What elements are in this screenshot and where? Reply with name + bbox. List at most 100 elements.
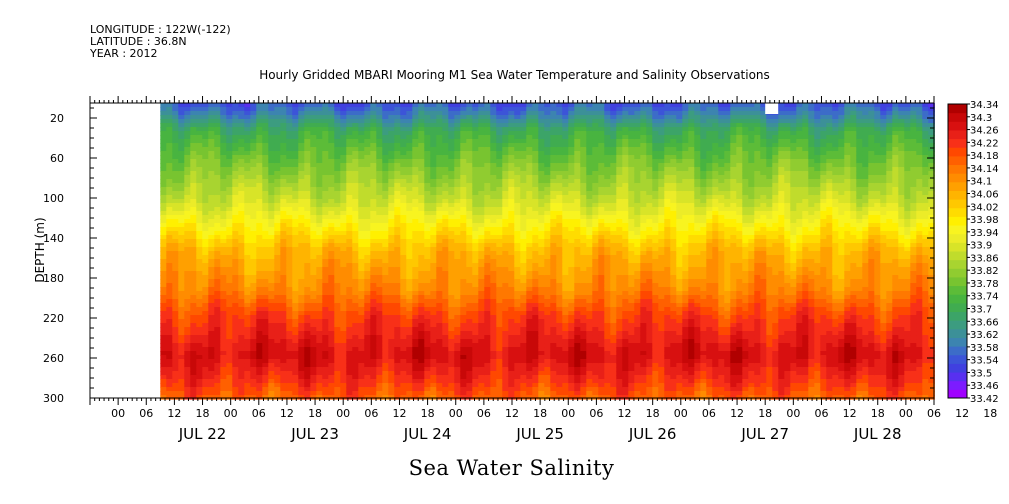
heatmap-cell	[478, 143, 485, 148]
heatmap-cell	[238, 299, 245, 304]
heatmap-cell	[256, 383, 263, 388]
heatmap-cell	[466, 287, 473, 292]
heatmap-cell	[316, 195, 323, 200]
heatmap-cell	[340, 183, 347, 188]
heatmap-cell	[238, 175, 245, 180]
heatmap-cell	[430, 183, 437, 188]
heatmap-cell	[442, 303, 449, 308]
heatmap-cell	[256, 271, 263, 276]
heatmap-cell	[412, 379, 419, 384]
heatmap-cell	[520, 151, 527, 156]
heatmap-cell	[502, 183, 509, 188]
heatmap-cell	[340, 195, 347, 200]
heatmap-cell	[226, 343, 233, 348]
heatmap-cell	[226, 243, 233, 248]
heatmap-cell	[472, 187, 479, 192]
heatmap-cell	[442, 355, 449, 360]
heatmap-cell	[358, 167, 365, 172]
heatmap-cell	[172, 147, 179, 152]
heatmap-cell	[184, 231, 191, 236]
heatmap-cell	[274, 271, 281, 276]
heatmap-cell	[196, 203, 203, 208]
heatmap-cell	[238, 207, 245, 212]
heatmap-cell	[250, 307, 257, 312]
heatmap-cell	[292, 191, 299, 196]
heatmap-cell	[442, 315, 449, 320]
heatmap-cell	[184, 131, 191, 136]
heatmap-cell	[184, 331, 191, 336]
heatmap-cell	[208, 387, 215, 392]
heatmap-cell	[502, 187, 509, 192]
heatmap-cell	[538, 123, 545, 128]
heatmap-cell	[382, 259, 389, 264]
heatmap-cell	[472, 299, 479, 304]
heatmap-cell	[496, 191, 503, 196]
heatmap-cell	[538, 371, 545, 376]
heatmap-cell	[424, 167, 431, 172]
heatmap-cell	[358, 379, 365, 384]
heatmap-cell	[424, 119, 431, 124]
heatmap-cell	[292, 251, 299, 256]
heatmap-cell	[442, 147, 449, 152]
heatmap-cell	[208, 383, 215, 388]
heatmap-cell	[538, 107, 545, 112]
heatmap-cell	[352, 347, 359, 352]
heatmap-cell	[316, 375, 323, 380]
heatmap-cell	[382, 207, 389, 212]
heatmap-cell	[400, 291, 407, 296]
heatmap-cell	[406, 227, 413, 232]
heatmap-cell	[214, 251, 221, 256]
heatmap-cell	[256, 251, 263, 256]
heatmap-cell	[370, 375, 377, 380]
heatmap-cell	[364, 291, 371, 296]
heatmap-cell	[538, 199, 545, 204]
heatmap-cell	[424, 287, 431, 292]
heatmap-cell	[532, 363, 539, 368]
heatmap-cell	[430, 187, 437, 192]
heatmap-cell	[316, 107, 323, 112]
heatmap-cell	[292, 171, 299, 176]
heatmap-cell	[418, 143, 425, 148]
heatmap-cell	[304, 199, 311, 204]
heatmap-cell	[466, 151, 473, 156]
heatmap-cell	[286, 175, 293, 180]
heatmap-cell	[412, 191, 419, 196]
heatmap-cell	[262, 311, 269, 316]
heatmap-cell	[286, 287, 293, 292]
heatmap-cell	[544, 395, 551, 400]
heatmap-cell	[328, 303, 335, 308]
heatmap-cell	[406, 175, 413, 180]
heatmap-cell	[304, 275, 311, 280]
heatmap-cell	[514, 119, 521, 124]
heatmap-cell	[244, 323, 251, 328]
heatmap-cell	[244, 219, 251, 224]
heatmap-cell	[286, 311, 293, 316]
heatmap-cell	[316, 187, 323, 192]
heatmap-cell	[544, 271, 551, 276]
heatmap-cell	[400, 139, 407, 144]
heatmap-cell	[304, 147, 311, 152]
heatmap-cell	[496, 239, 503, 244]
heatmap-cell	[442, 387, 449, 392]
heatmap-cell	[238, 267, 245, 272]
heatmap-cell	[484, 267, 491, 272]
heatmap-cell	[430, 359, 437, 364]
heatmap-cell	[274, 395, 281, 400]
heatmap-cell	[274, 351, 281, 356]
heatmap-cell	[214, 215, 221, 220]
heatmap-cell	[214, 387, 221, 392]
heatmap-cell	[460, 211, 467, 216]
heatmap-cell	[172, 307, 179, 312]
heatmap-cell	[526, 363, 533, 368]
heatmap-cell	[472, 167, 479, 172]
heatmap-cell	[514, 391, 521, 396]
heatmap-cell	[412, 227, 419, 232]
heatmap-cell	[442, 259, 449, 264]
heatmap-cell	[424, 311, 431, 316]
heatmap-cell	[544, 283, 551, 288]
heatmap-cell	[376, 187, 383, 192]
heatmap-cell	[436, 223, 443, 228]
heatmap-cell	[544, 207, 551, 212]
heatmap-cell	[268, 171, 275, 176]
heatmap-cell	[466, 199, 473, 204]
